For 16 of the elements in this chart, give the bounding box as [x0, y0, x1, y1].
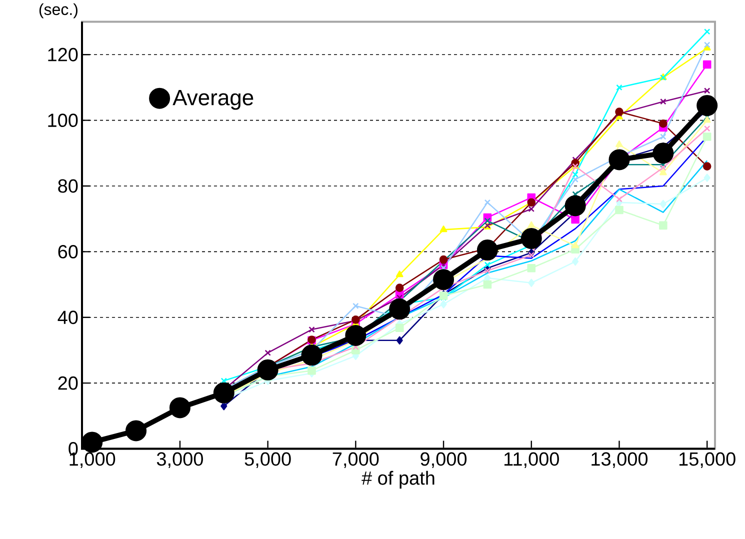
x-tick-label: 5,000: [244, 452, 291, 468]
x-tick-label: 3,000: [156, 452, 203, 468]
x-tick-label: 7,000: [332, 452, 379, 468]
y-tick-label: 80: [58, 179, 78, 193]
y-tick-label: 40: [58, 310, 78, 324]
x-tick-label: 15,000: [679, 452, 736, 468]
y-axis-title: (sec.): [39, 3, 78, 18]
y-tick-label: 100: [48, 114, 78, 128]
y-tick-label: 60: [58, 245, 78, 259]
y-tick-label: 20: [58, 376, 78, 390]
x-tick-label: 13,000: [592, 452, 648, 468]
x-tick-label: 11,000: [504, 452, 559, 468]
y-tick-label: 120: [48, 48, 78, 62]
legend-label: Average: [172, 90, 254, 110]
x-axis-title: # of path: [362, 470, 434, 489]
x-tick-label: 9,000: [420, 452, 467, 468]
